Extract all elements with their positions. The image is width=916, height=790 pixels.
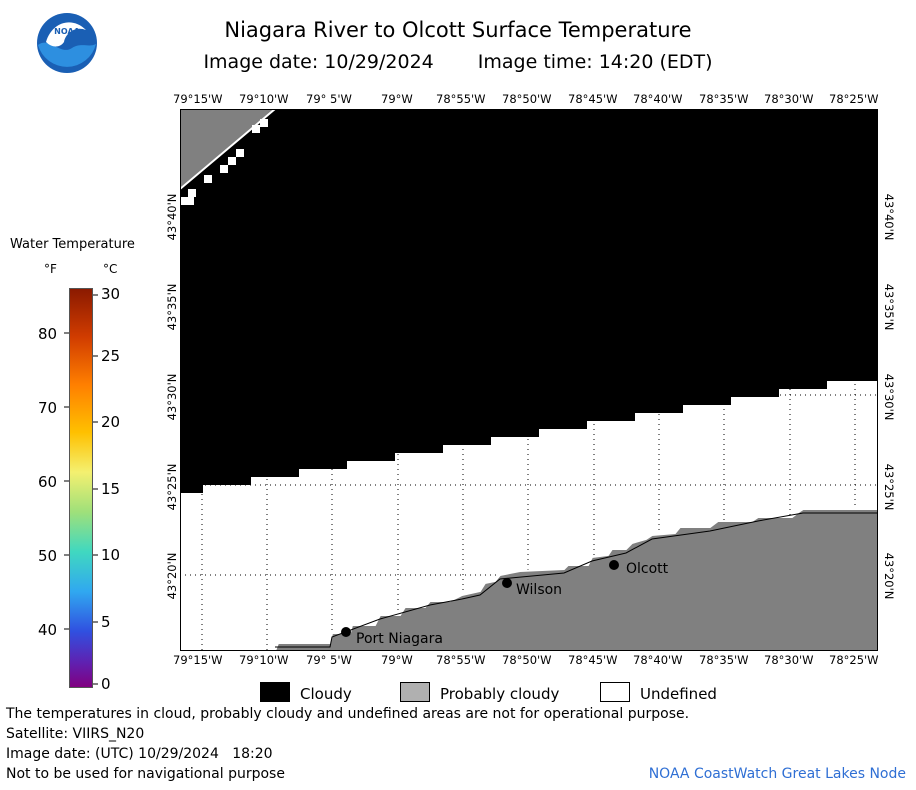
lon-tick-top: 79°W <box>381 92 413 106</box>
color-scale-ticks <box>64 294 98 685</box>
lon-tick-bottom: 78°55'W <box>436 653 486 667</box>
noaa-logo-text: NOAA <box>54 27 80 36</box>
fahrenheit-tick: 80 <box>38 325 58 343</box>
celsius-tick: 10 <box>101 546 121 564</box>
legend-swatch-probably-cloudy <box>400 682 430 702</box>
lon-tick-top: 78°45'W <box>568 92 618 106</box>
lon-tick-top: 78°35'W <box>699 92 749 106</box>
fahrenheit-tick: 70 <box>38 399 58 417</box>
lat-tick-right: 43°30'N <box>882 373 896 421</box>
lon-tick-bottom: 78°25'W <box>829 653 879 667</box>
land-region <box>273 508 878 651</box>
unit-celsius: °C <box>103 262 118 276</box>
lon-tick-bottom: 79°W <box>381 653 413 667</box>
lon-tick-bottom: 79°10'W <box>239 653 289 667</box>
lon-tick-top: 79°15'W <box>173 92 223 106</box>
lon-tick-top: 78°40'W <box>633 92 683 106</box>
lon-tick-bottom: 78°35'W <box>699 653 749 667</box>
lon-tick-bottom: 78°45'W <box>568 653 618 667</box>
place-label: Olcott <box>626 561 669 577</box>
image-time: Image time: 14:20 (EDT) <box>477 51 713 73</box>
legend-swatch-cloudy <box>260 682 290 702</box>
map-border <box>180 109 878 651</box>
legend-label-probably-cloudy: Probably cloudy <box>440 685 560 703</box>
lat-tick-left: 43°25'N <box>165 463 179 511</box>
lon-tick-top: 79°10'W <box>239 92 289 106</box>
lon-tick-bottom: 78°40'W <box>633 653 683 667</box>
map-title: Niagara River to Olcott Surface Temperat… <box>224 18 692 42</box>
fahrenheit-tick: 40 <box>38 621 58 639</box>
utc-date-text: Image date: (UTC) 10/29/2024 18:20 <box>6 746 273 762</box>
lon-tick-bottom: 78°30'W <box>764 653 814 667</box>
place-olcott: Olcott <box>609 560 669 577</box>
noaa-logo: NOAA <box>37 13 97 73</box>
disclaimer-text: The temperatures in cloud, probably clou… <box>6 706 690 722</box>
map-area: Olcott Wilson Port Niagara <box>180 109 878 651</box>
celsius-tick: 5 <box>101 613 111 631</box>
credit-text: NOAA CoastWatch Great Lakes Node <box>648 766 906 782</box>
shoreline-south <box>275 512 878 648</box>
celsius-tick: 15 <box>101 480 121 498</box>
place-label: Port Niagara <box>356 631 443 647</box>
lon-tick-bottom: 78°50'W <box>502 653 552 667</box>
legend-label-cloudy: Cloudy <box>300 685 352 703</box>
fahrenheit-tick: 60 <box>38 473 58 491</box>
lat-tick-right: 43°40'N <box>882 193 896 241</box>
lon-tick-bottom: 79°15'W <box>173 653 223 667</box>
lat-tick-left: 43°30'N <box>165 373 179 421</box>
lat-tick-right: 43°35'N <box>882 283 896 331</box>
place-wilson: Wilson <box>502 578 562 598</box>
unit-fahrenheit: °F <box>44 262 57 276</box>
shoreline-nw <box>180 109 276 190</box>
place-marker <box>502 578 512 588</box>
place-marker <box>609 560 619 570</box>
lon-tick-top: 78°25'W <box>829 92 879 106</box>
lat-tick-right: 43°25'N <box>882 463 896 511</box>
lat-tick-left: 43°35'N <box>165 283 179 331</box>
place-label: Wilson <box>516 582 562 598</box>
lon-tick-top: 78°30'W <box>764 92 814 106</box>
lon-tick-top: 78°55'W <box>436 92 486 106</box>
image-date: Image date: 10/29/2024 <box>203 51 434 73</box>
lon-tick-top: 78°50'W <box>502 92 552 106</box>
undefined-speckles <box>180 119 268 205</box>
celsius-tick: 30 <box>101 285 121 303</box>
place-marker <box>341 627 351 637</box>
lat-tick-left: 43°40'N <box>165 193 179 241</box>
navigation-warning: Not to be used for navigational purpose <box>6 766 285 782</box>
color-scale-bar <box>69 288 93 688</box>
cloudy-region <box>180 109 878 493</box>
lat-tick-left: 43°20'N <box>165 552 179 600</box>
lon-tick-bottom: 79° 5'W <box>306 653 352 667</box>
lon-tick-top: 79° 5'W <box>306 92 352 106</box>
celsius-tick: 0 <box>101 675 111 693</box>
celsius-tick: 20 <box>101 413 121 431</box>
lat-tick-right: 43°20'N <box>882 552 896 600</box>
legend-label-undefined: Undefined <box>640 685 717 703</box>
celsius-tick: 25 <box>101 347 121 365</box>
legend-swatch-undefined <box>600 682 630 702</box>
place-port-niagara: Port Niagara <box>341 627 443 647</box>
color-scale-title: Water Temperature <box>10 237 135 252</box>
map-subtitle: Image date: 10/29/2024 Image time: 14:20 … <box>0 51 916 73</box>
fahrenheit-tick: 50 <box>38 547 58 565</box>
satellite-text: Satellite: VIIRS_N20 <box>6 726 145 742</box>
